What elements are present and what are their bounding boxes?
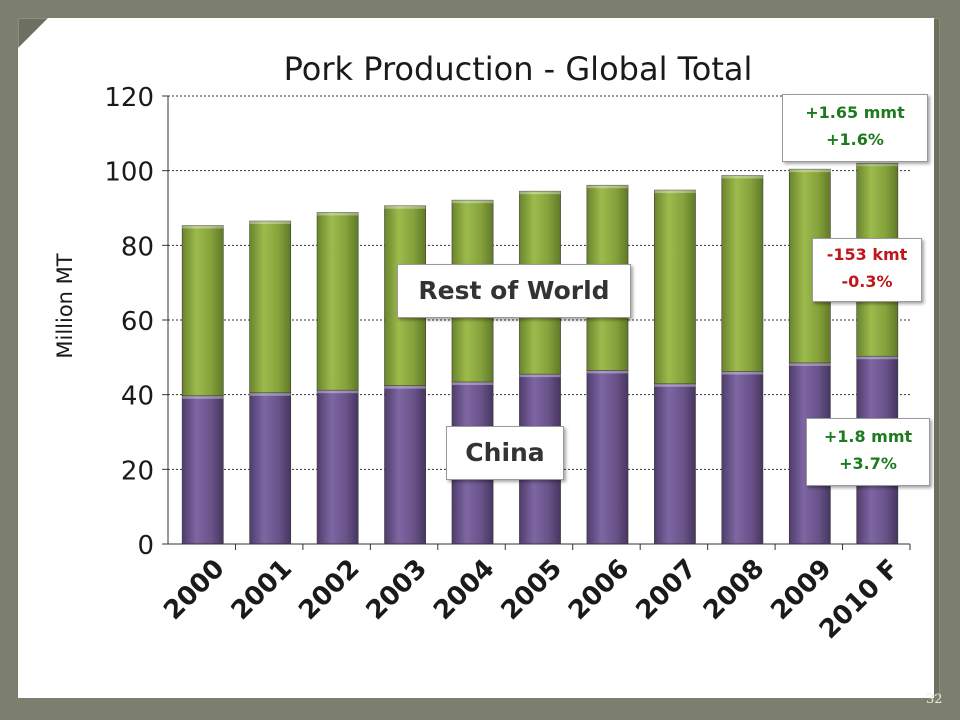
y-tick-label-2: 40 — [121, 382, 154, 412]
bar-highlight-1-5 — [519, 191, 561, 195]
y-tick-label-6: 120 — [104, 83, 154, 113]
bar-highlight-0-4 — [451, 381, 494, 385]
bar-china-2007 — [654, 383, 696, 545]
chart-title: Pork Production - Global Total — [284, 50, 753, 88]
china-change-percent: +3.7% — [839, 454, 897, 473]
china-change-amount: +1.8 mmt — [823, 427, 913, 446]
bar-highlight-0-3 — [384, 385, 426, 389]
row-change-percent: -0.3% — [841, 272, 893, 291]
row-change-callout: -153 kmt -0.3% — [812, 238, 922, 302]
bar-highlight-1-8 — [721, 175, 763, 179]
y-axis-label: Million MT — [53, 253, 77, 358]
bar-highlight-0-7 — [654, 383, 696, 387]
bar-highlight-1-3 — [384, 205, 426, 209]
bar-china-2003 — [384, 385, 426, 545]
x-tick-label-1: 2001 — [226, 554, 298, 626]
bar-highlight-0-0 — [182, 395, 224, 399]
bar-highlight-0-6 — [586, 370, 629, 374]
bar-highlight-0-1 — [249, 392, 291, 396]
row-change-amount: -153 kmt — [826, 245, 908, 264]
bar-highlight-0-2 — [317, 390, 359, 394]
x-tick-label-8: 2008 — [698, 554, 770, 626]
bar-highlight-1-7 — [654, 190, 696, 194]
x-tick-label-2: 2002 — [293, 554, 365, 626]
bar-china-2002 — [316, 389, 359, 545]
bar-rest-of-world-2007 — [654, 189, 696, 385]
bar-china-2000 — [181, 395, 224, 545]
bar-rest-of-world-2002 — [316, 212, 359, 391]
series-label-china: China — [446, 426, 564, 480]
bar-highlight-0-10 — [856, 356, 898, 360]
bar-highlight-1-2 — [317, 212, 359, 216]
y-tick-label-3: 60 — [121, 307, 154, 337]
total-change-percent: +1.6% — [826, 130, 884, 149]
y-tick-label-5: 100 — [104, 158, 154, 188]
bar-highlight-0-9 — [789, 362, 831, 366]
x-tick-label-5: 2005 — [496, 554, 568, 626]
y-tick-label-1: 20 — [121, 456, 154, 486]
page-number: 32 — [926, 692, 943, 707]
bar-highlight-1-9 — [789, 169, 831, 173]
bar-highlight-0-8 — [721, 371, 763, 375]
x-tick-label-3: 2003 — [361, 554, 433, 626]
bar-highlight-1-1 — [249, 221, 291, 225]
bar-china-2008 — [721, 371, 764, 545]
x-tick-label-6: 2006 — [563, 554, 635, 626]
bar-china-2001 — [249, 392, 292, 545]
bar-highlight-1-10 — [856, 163, 898, 167]
china-change-callout: +1.8 mmt +3.7% — [806, 418, 930, 486]
bar-highlight-1-4 — [451, 200, 494, 204]
x-tick-label-4: 2004 — [428, 554, 500, 626]
bar-china-2006 — [586, 370, 629, 545]
series-label-rest-of-world: Rest of World — [397, 264, 631, 318]
total-change-callout: +1.65 mmt +1.6% — [782, 94, 928, 162]
source-note: Source: USDA/FAS — [674, 669, 799, 683]
total-change-amount: +1.65 mmt — [805, 103, 905, 122]
bar-highlight-1-6 — [586, 185, 629, 189]
bar-highlight-1-0 — [182, 225, 224, 229]
x-tick-label-7: 2007 — [630, 554, 702, 626]
y-tick-label-4: 80 — [121, 232, 154, 262]
y-tick-label-0: 0 — [137, 531, 154, 561]
x-tick-label-0: 2000 — [158, 554, 230, 626]
bar-rest-of-world-2000 — [181, 225, 224, 397]
bar-highlight-0-5 — [519, 374, 561, 378]
bar-rest-of-world-2008 — [721, 175, 764, 372]
bar-rest-of-world-2001 — [249, 220, 292, 394]
